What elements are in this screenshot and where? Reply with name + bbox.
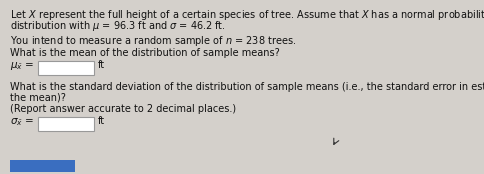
Text: $\sigma_{\bar{x}}$ =: $\sigma_{\bar{x}}$ = bbox=[10, 116, 34, 128]
Text: What is the standard deviation of the distribution of sample means (i.e., the st: What is the standard deviation of the di… bbox=[10, 82, 484, 92]
Text: ft: ft bbox=[98, 116, 105, 126]
Text: What is the mean of the distribution of sample means?: What is the mean of the distribution of … bbox=[10, 48, 279, 58]
Bar bbox=[38, 61, 94, 75]
Text: Let $X$ represent the full height of a certain species of tree. Assume that $X$ : Let $X$ represent the full height of a c… bbox=[10, 8, 484, 22]
Text: (Report answer accurate to 2 decimal places.): (Report answer accurate to 2 decimal pla… bbox=[10, 104, 236, 114]
Text: distribution with $\mu$ = 96.3 ft and $\sigma$ = 46.2 ft.: distribution with $\mu$ = 96.3 ft and $\… bbox=[10, 19, 225, 33]
Bar bbox=[10, 160, 75, 172]
Text: $\mu_{\bar{x}}$ =: $\mu_{\bar{x}}$ = bbox=[10, 60, 34, 72]
Text: the mean)?: the mean)? bbox=[10, 93, 66, 103]
Bar bbox=[38, 117, 94, 131]
Text: You intend to measure a random sample of $n$ = 238 trees.: You intend to measure a random sample of… bbox=[10, 34, 296, 48]
Text: ft: ft bbox=[98, 60, 105, 70]
